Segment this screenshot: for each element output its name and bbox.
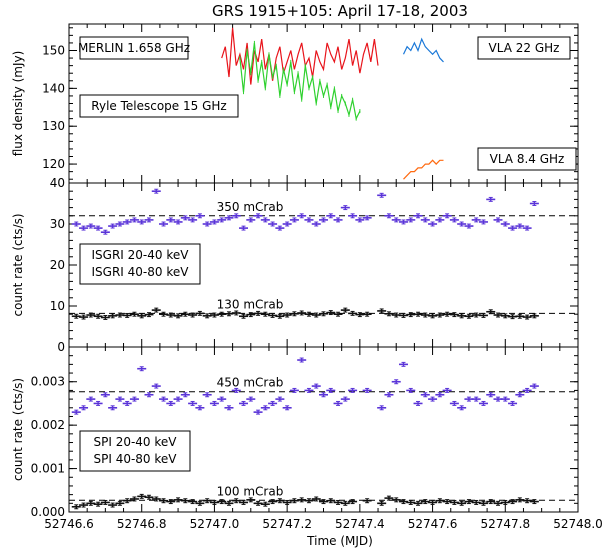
x-tick-label: 52748.0 xyxy=(553,517,603,531)
y-tick-label: 150 xyxy=(42,44,65,58)
x-tick-label: 52747.6 xyxy=(408,517,458,531)
y-tick-label: 0 xyxy=(57,340,65,354)
y-tick-label: 10 xyxy=(50,299,65,313)
plot-frame xyxy=(68,346,579,513)
series-line xyxy=(402,37,444,63)
x-tick-label: 52747.2 xyxy=(262,517,312,531)
y-tick-label: 0.001 xyxy=(31,462,65,476)
legend-label: Ryle Telescope 15 GHz xyxy=(91,99,226,113)
chart-title: GRS 1915+105: April 17-18, 2003 xyxy=(212,2,468,20)
y-tick-label: 40 xyxy=(50,176,65,190)
legend-label: ISGRI 20-40 keV xyxy=(92,248,190,262)
x-axis-label: Time (MJD) xyxy=(306,534,373,548)
y-axis-label: count rate (cts/s) xyxy=(11,213,25,316)
series-line xyxy=(403,159,444,180)
y-tick-label: 130 xyxy=(42,119,65,133)
x-tick-label: 52747.8 xyxy=(480,517,530,531)
legend-box xyxy=(477,36,571,60)
y-tick-label: 140 xyxy=(42,81,65,95)
legend-box xyxy=(79,36,189,60)
legend-box xyxy=(79,430,191,472)
legend-label: MERLIN 1.658 GHz xyxy=(78,41,190,55)
y-tick-label: 20 xyxy=(50,258,65,272)
legend-label: SPI 40-80 keV xyxy=(93,452,177,466)
reference-line-label: 130 mCrab xyxy=(217,297,284,311)
y-tick-label: 0.003 xyxy=(31,375,65,389)
y-tick-label: 120 xyxy=(42,157,65,171)
y-tick-label: 30 xyxy=(50,217,65,231)
legend-label: SPI 20-40 keV xyxy=(93,435,177,449)
series-line xyxy=(239,42,361,121)
legend-box xyxy=(79,243,201,285)
legend-label: ISGRI 40-80 keV xyxy=(92,265,190,279)
x-tick-label: 52747.4 xyxy=(335,517,385,531)
panel-spi-count-rate: 0.000 0.001 0.002 0.003 count rate (cts/s) 52… xyxy=(11,346,603,531)
panel-radio-flux: 120 130 140 150 flux density (mJy) MERLIN 1.6… xyxy=(11,23,579,184)
legend-box xyxy=(477,147,577,171)
legend-label: VLA 8.4 GHz xyxy=(490,152,565,166)
y-tick-label: 0.002 xyxy=(31,418,65,432)
legend-label: VLA 22 GHz xyxy=(489,41,560,55)
reference-line-label: 100 mCrab xyxy=(217,484,284,498)
x-tick-label: 52746.6 xyxy=(44,517,94,531)
legend-box xyxy=(79,94,239,118)
y-axis-label: flux density (mJy) xyxy=(11,51,25,157)
panel-isgri-count-rate: 0 10 20 30 40 count rate (cts/s) 350 mCrab 130 … xyxy=(11,176,579,354)
y-axis-label: count rate (cts/s) xyxy=(11,378,25,481)
x-tick-label: 52747.0 xyxy=(190,517,240,531)
x-tick-label: 52746.8 xyxy=(117,517,167,531)
y-tick-label: 0.000 xyxy=(31,505,65,519)
reference-line-label: 450 mCrab xyxy=(217,376,284,390)
series-line xyxy=(221,27,379,85)
reference-line-label: 350 mCrab xyxy=(217,200,284,214)
